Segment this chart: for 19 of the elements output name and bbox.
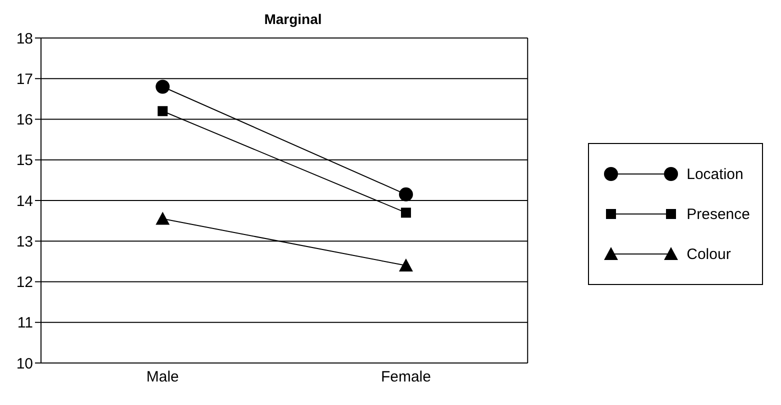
y-tick-label: 11 (17, 314, 33, 332)
chart-title: Marginal (263, 10, 323, 29)
point (400, 208, 411, 218)
legend-label: Presence (686, 206, 750, 222)
y-tick-label: 13 (16, 233, 33, 250)
point (156, 80, 170, 94)
point (158, 106, 168, 116)
legend-label: Colour (686, 246, 731, 262)
point (398, 187, 413, 202)
x-tick-label: Male (146, 368, 179, 386)
legend-label: Location (686, 166, 744, 182)
y-tick-label: 10 (16, 355, 33, 372)
x-tick-label: Female (380, 368, 431, 386)
y-tick-label: 18 (16, 30, 33, 48)
y-tick-label: 14 (16, 192, 33, 210)
y-tick-label: 15 (16, 152, 33, 170)
y-tick-label: 12 (16, 274, 33, 292)
y-tick-label: 16 (16, 112, 33, 129)
y-tick-label: 17 (16, 70, 33, 88)
